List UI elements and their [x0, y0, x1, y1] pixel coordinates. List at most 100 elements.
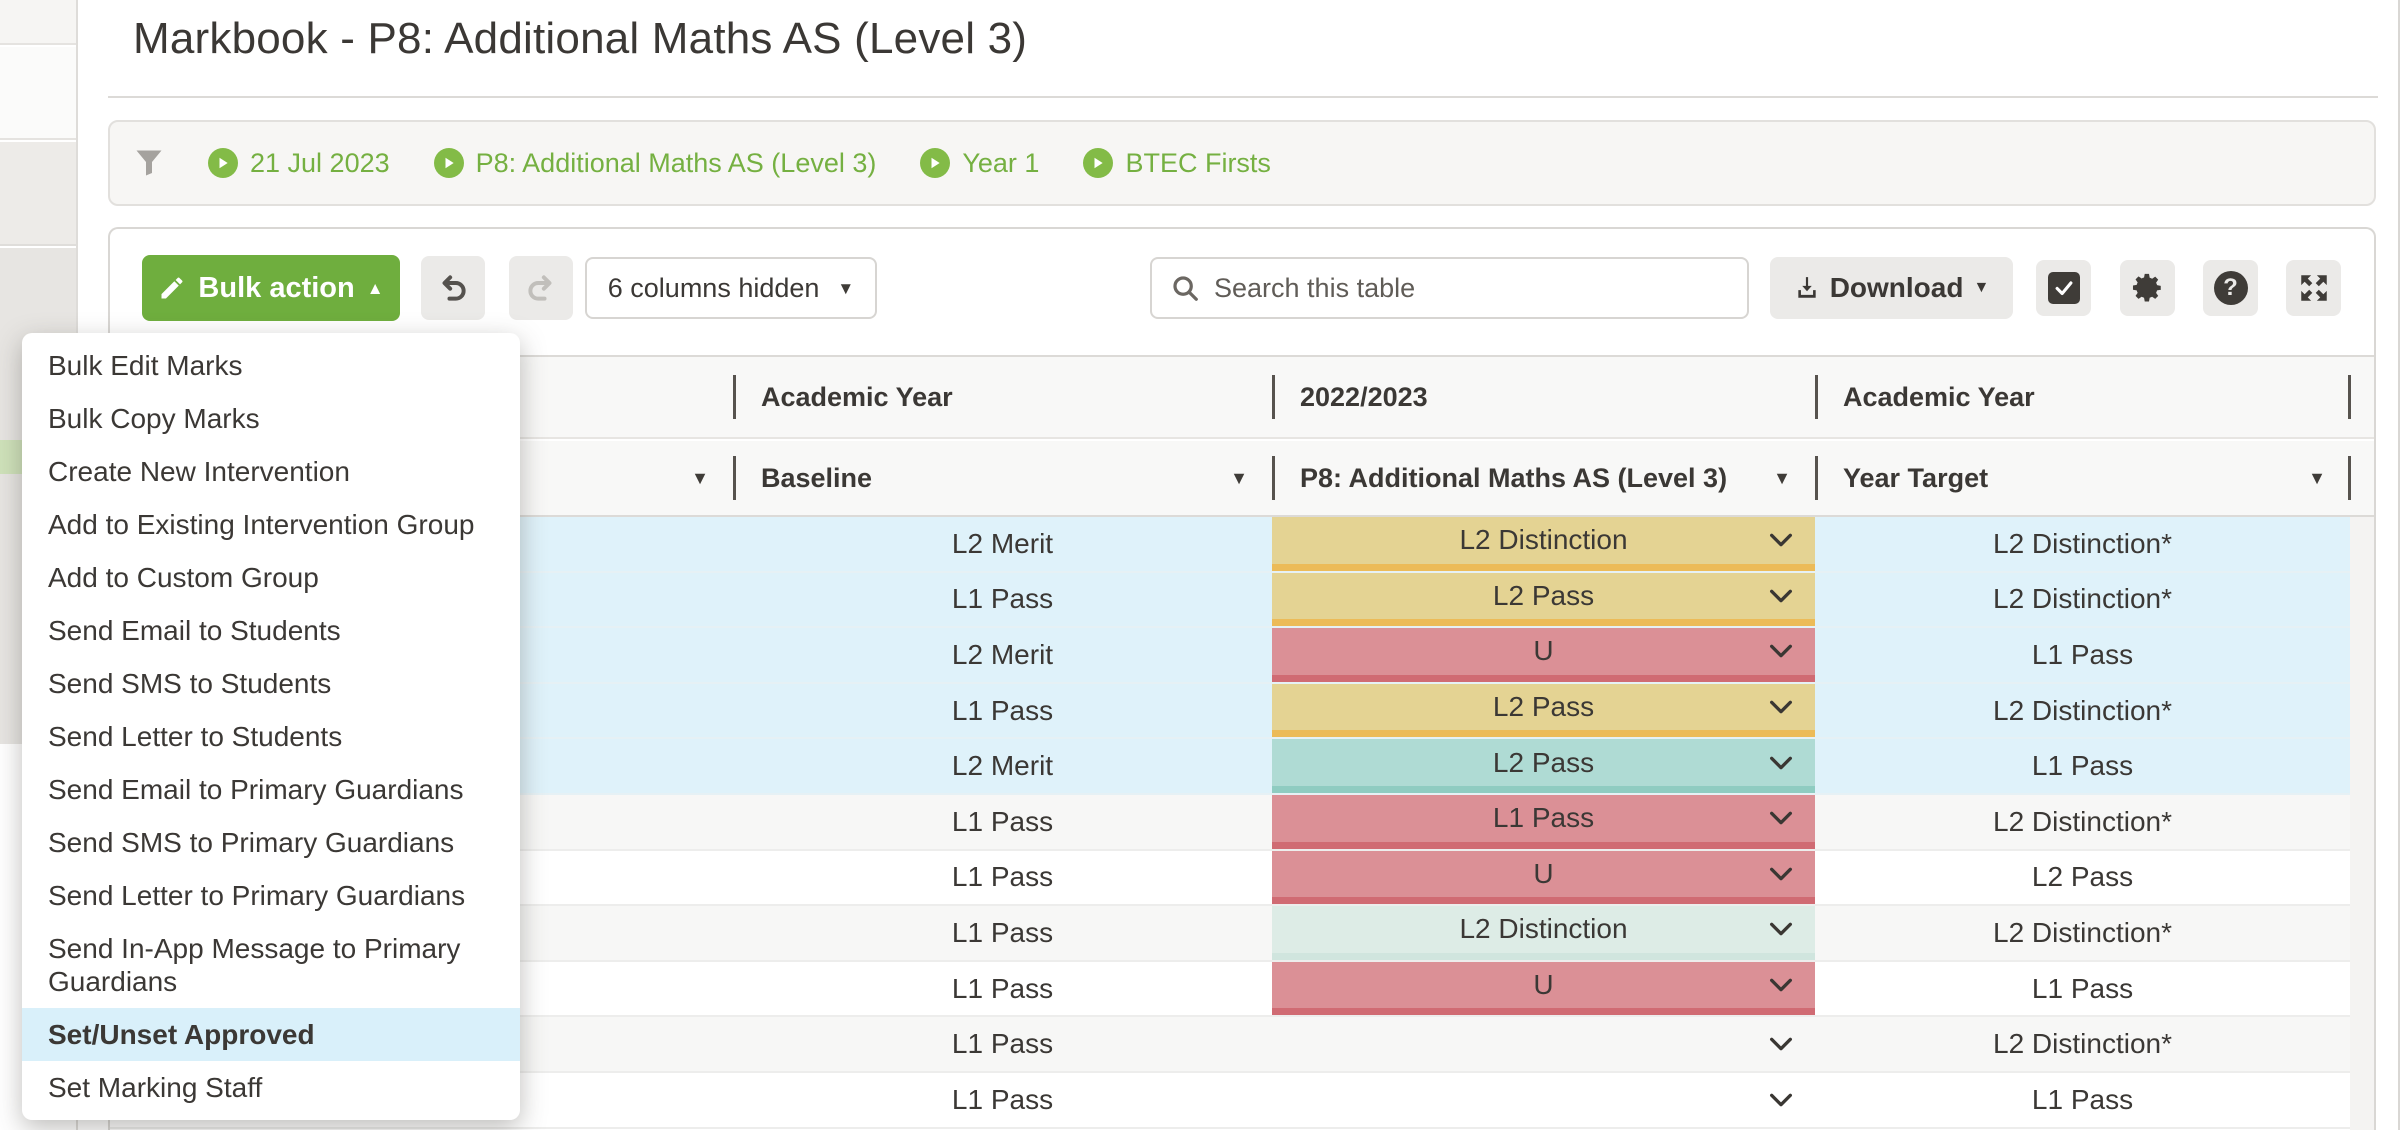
chevron-down-icon — [1770, 533, 1792, 547]
chevron-down-icon — [1770, 700, 1792, 714]
baseline-cell: L1 Pass — [951, 972, 1054, 1004]
bulk-action-button[interactable]: Bulk action ▲ — [142, 255, 400, 321]
menu-item-send-email-to-students[interactable]: Send Email to Students — [48, 615, 341, 646]
mark-dropdown-cell[interactable]: L1 Pass — [1272, 794, 1815, 849]
mark-dropdown-cell[interactable]: L2 Pass — [1272, 739, 1815, 793]
sidebar-segment — [0, 0, 76, 45]
header-group-baseline: Academic Year — [733, 357, 1272, 437]
columns-hidden-dropdown[interactable]: 6 columns hidden ▼ — [585, 257, 877, 319]
menu-item-add-to-custom-group[interactable]: Add to Custom Group — [48, 562, 319, 593]
fullscreen-button[interactable] — [2286, 260, 2341, 316]
baseline-cell: L1 Pass — [951, 861, 1054, 893]
menu-item-send-in-app-message-to-primary-guardians[interactable]: Send In-App Message to Primary Guardians — [48, 933, 461, 997]
caret-down-icon: ▼ — [837, 278, 855, 298]
column-header-baseline: Baseline ▼ — [733, 441, 1272, 515]
menu-item-create-new-intervention[interactable]: Create New Intervention — [48, 456, 350, 487]
bulk-action-label: Bulk action — [198, 271, 355, 304]
mark-value: U — [1533, 635, 1554, 667]
mark-dropdown-cell[interactable]: U — [1272, 850, 1815, 905]
mark-value: L2 Pass — [1492, 746, 1595, 778]
chevron-down-icon — [1770, 867, 1792, 881]
download-label: Download — [1829, 272, 1964, 303]
target-cell: L2 Distinction* — [1993, 805, 2172, 837]
caret-down-icon[interactable]: ▼ — [691, 467, 709, 488]
baseline-cell: L2 Merit — [951, 638, 1054, 670]
mark-dropdown-cell[interactable]: L2 Distinction — [1272, 517, 1815, 571]
column-header-label: Year Target — [1843, 462, 1989, 493]
menu-item-bulk-copy-marks[interactable]: Bulk Copy Marks — [48, 403, 260, 434]
caret-down-icon[interactable]: ▼ — [1230, 467, 1248, 488]
settings-button[interactable] — [2120, 260, 2175, 316]
title-divider — [108, 96, 2378, 98]
target-cell: L1 Pass — [2031, 750, 2134, 782]
filter-chip-course[interactable]: BTEC Firsts — [1083, 148, 1271, 179]
menu-item-set-unset-approved[interactable]: Set/Unset Approved — [22, 1008, 520, 1061]
mark-value: U — [1533, 857, 1554, 889]
target-cell: L2 Distinction* — [1993, 916, 2172, 948]
table-scrollbar-track[interactable] — [2350, 517, 2374, 1130]
menu-item-send-email-to-primary-guardians[interactable]: Send Email to Primary Guardians — [48, 774, 464, 805]
download-tray-icon — [1798, 277, 1816, 298]
column-header-students: ▼ — [110, 441, 733, 515]
menu-item-send-sms-to-primary-guardians[interactable]: Send SMS to Primary Guardians — [48, 827, 455, 858]
mark-dropdown-cell[interactable] — [1272, 1073, 1815, 1127]
download-button[interactable]: Download ▼ — [1770, 257, 2013, 319]
table-search — [1150, 257, 1749, 319]
column-header-label: Baseline — [761, 462, 873, 493]
column-header-label: P8: Additional Maths AS (Level 3) — [1300, 462, 1728, 493]
expand-arrows-icon — [2300, 275, 2327, 301]
baseline-cell: L1 Pass — [951, 805, 1054, 837]
mark-value: L2 Pass — [1492, 579, 1595, 611]
menu-item-set-marking-staff[interactable]: Set Marking Staff — [48, 1072, 263, 1103]
mark-value: L2 Distinction — [1459, 913, 1628, 945]
undo-button[interactable] — [421, 256, 485, 320]
mark-dropdown-cell[interactable]: U — [1272, 628, 1815, 682]
baseline-cell: L2 Merit — [951, 750, 1054, 782]
caret-down-icon[interactable]: ▼ — [1773, 467, 1791, 488]
filter-chip-label: 21 Jul 2023 — [250, 147, 390, 178]
menu-item-send-letter-to-students[interactable]: Send Letter to Students — [48, 721, 343, 752]
page-title: Markbook - P8: Additional Maths AS (Leve… — [133, 14, 1028, 63]
menu-item-add-to-existing-intervention-group[interactable]: Add to Existing Intervention Group — [48, 509, 475, 540]
play-circle-icon — [208, 148, 238, 178]
caret-down-icon: ▼ — [1973, 279, 1990, 296]
mark-dropdown-cell[interactable] — [1272, 1017, 1815, 1071]
redo-button[interactable] — [509, 256, 573, 320]
mark-value: L2 Distinction — [1459, 524, 1628, 556]
filter-chip-date[interactable]: 21 Jul 2023 — [208, 148, 390, 179]
approve-marks-button[interactable] — [2036, 260, 2091, 316]
column-header-year-target: Year Target ▼ — [1815, 441, 2350, 515]
filter-chip-year[interactable]: Year 1 — [920, 148, 1039, 179]
mark-value: L2 Pass — [1492, 691, 1595, 723]
mark-dropdown-cell[interactable]: L2 Pass — [1272, 572, 1815, 627]
mark-dropdown-cell[interactable]: L2 Pass — [1272, 683, 1815, 738]
filter-chip-assessment[interactable]: P8: Additional Maths AS (Level 3) — [433, 148, 876, 179]
chevron-down-icon — [1770, 811, 1792, 825]
baseline-cell: L1 Pass — [951, 1028, 1054, 1060]
baseline-cell: L1 Pass — [951, 583, 1054, 615]
search-input[interactable] — [1214, 272, 1729, 304]
mark-dropdown-cell[interactable]: L2 Distinction — [1272, 906, 1815, 960]
help-button[interactable]: ? — [2203, 260, 2258, 316]
baseline-cell: L1 Pass — [951, 916, 1054, 948]
menu-item-send-sms-to-students[interactable]: Send SMS to Students — [48, 668, 332, 699]
caret-down-icon[interactable]: ▼ — [2308, 467, 2326, 488]
filter-bar: 21 Jul 2023 P8: Additional Maths AS (Lev… — [108, 120, 2376, 206]
chevron-down-icon — [1770, 1093, 1792, 1107]
target-cell: L2 Distinction* — [1993, 527, 2172, 559]
column-header-assessment: P8: Additional Maths AS (Level 3) ▼ — [1272, 441, 1815, 515]
question-circle-icon: ? — [2213, 271, 2248, 305]
menu-item-bulk-edit-marks[interactable]: Bulk Edit Marks — [48, 350, 243, 381]
header-group-target: Academic Year — [1815, 357, 2350, 437]
menu-item-send-letter-to-primary-guardians[interactable]: Send Letter to Primary Guardians — [48, 880, 466, 911]
chevron-down-icon — [1770, 589, 1792, 603]
target-cell: L2 Distinction* — [1993, 694, 2172, 726]
chevron-down-icon — [1770, 978, 1792, 992]
play-circle-icon — [1083, 148, 1114, 178]
play-circle-icon — [920, 148, 951, 178]
chevron-down-icon — [1770, 923, 1792, 936]
chevron-down-icon — [1770, 756, 1792, 769]
baseline-cell: L1 Pass — [951, 1083, 1054, 1115]
mark-dropdown-cell[interactable]: U — [1272, 961, 1815, 1016]
gear-icon — [2132, 273, 2161, 302]
